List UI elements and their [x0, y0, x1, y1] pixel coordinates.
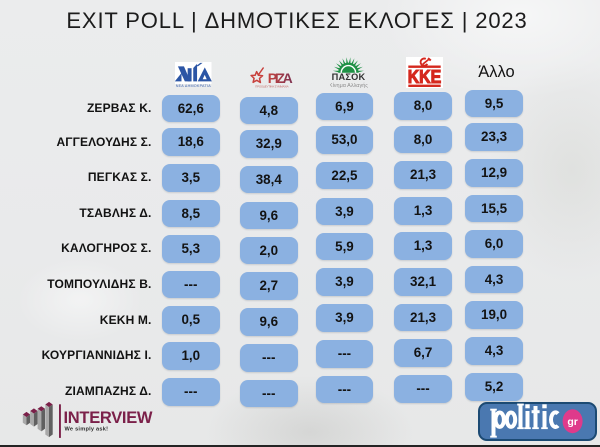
- svg-text:ΚΚΕ: ΚΚΕ: [408, 67, 442, 87]
- svg-text:ΡΙΖΑ: ΡΙΖΑ: [267, 70, 292, 86]
- svg-text:ΠΡΟΟΔΕΥΤΙΚΗ ΣΥΜΜΑΧΙΑ: ΠΡΟΟΔΕΥΤΙΚΗ ΣΥΜΜΑΧΙΑ: [255, 84, 289, 88]
- svg-text:ΠΑΣΟΚ: ΠΑΣΟΚ: [331, 72, 365, 82]
- svg-text:INTERVIEW: INTERVIEW: [64, 409, 153, 427]
- svg-text:gr: gr: [567, 416, 578, 428]
- svg-text:We simply ask!: We simply ask!: [65, 426, 109, 432]
- svg-text:ΝΕΑ ΔΗΜΟΚΡΑΤΙΑ: ΝΕΑ ΔΗΜΟΚΡΑΤΙΑ: [176, 85, 212, 89]
- svg-text:Κίνημα Αλλαγής: Κίνημα Αλλαγής: [330, 81, 368, 88]
